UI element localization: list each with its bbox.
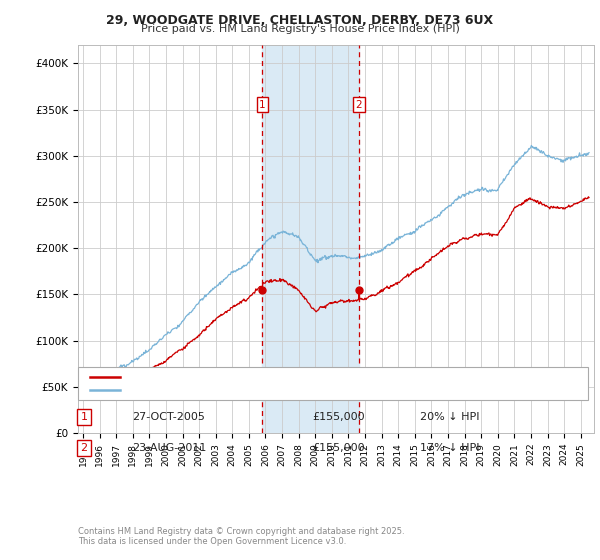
Text: 23-AUG-2011: 23-AUG-2011: [132, 443, 206, 453]
Text: 20% ↓ HPI: 20% ↓ HPI: [420, 412, 479, 422]
Text: 1: 1: [80, 412, 88, 422]
Text: 27-OCT-2005: 27-OCT-2005: [132, 412, 205, 422]
Text: £155,000: £155,000: [312, 443, 365, 453]
Bar: [262, 45, 359, 433]
Text: Contains HM Land Registry data © Crown copyright and database right 2025.
This d: Contains HM Land Registry data © Crown c…: [78, 526, 404, 546]
Text: 1: 1: [259, 100, 266, 110]
Text: 17% ↓ HPI: 17% ↓ HPI: [420, 443, 479, 453]
Text: £155,000: £155,000: [312, 412, 365, 422]
Text: 29, WOODGATE DRIVE, CHELLASTON, DERBY, DE73 6UX: 29, WOODGATE DRIVE, CHELLASTON, DERBY, D…: [106, 14, 494, 27]
Text: 2: 2: [80, 443, 88, 453]
Text: Price paid vs. HM Land Registry's House Price Index (HPI): Price paid vs. HM Land Registry's House …: [140, 24, 460, 34]
Text: 29, WOODGATE DRIVE, CHELLASTON, DERBY, DE73 6UX (detached house): 29, WOODGATE DRIVE, CHELLASTON, DERBY, D…: [126, 372, 491, 382]
Text: HPI: Average price, detached house, City of Derby: HPI: Average price, detached house, City…: [126, 385, 371, 395]
Text: 2: 2: [356, 100, 362, 110]
